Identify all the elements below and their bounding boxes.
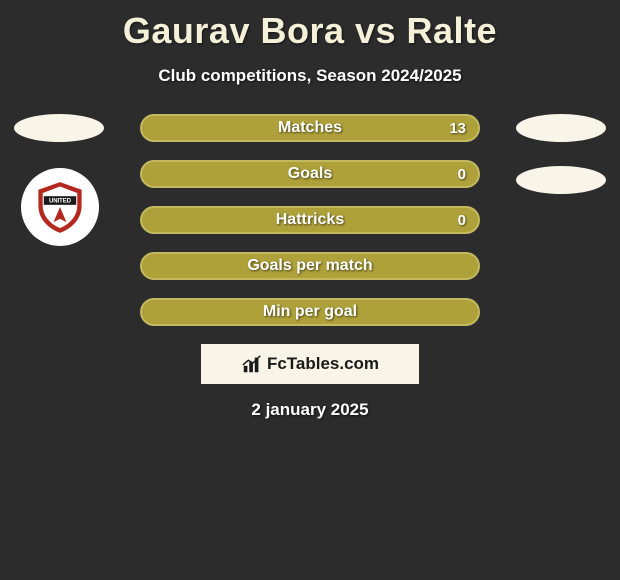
stat-value: 0 — [458, 166, 466, 183]
stat-label: Hattricks — [276, 211, 344, 229]
svg-text:UNITED: UNITED — [49, 199, 72, 205]
stat-bars: Matches 13 Goals 0 Hattricks 0 Goals per… — [140, 114, 480, 326]
stat-bar-goals-per-match: Goals per match — [140, 252, 480, 280]
stats-area: UNITED Matches 13 Goals 0 Hattricks 0 Go… — [0, 114, 620, 420]
stat-value: 0 — [458, 212, 466, 229]
date: 2 january 2025 — [0, 400, 620, 420]
stat-bar-matches: Matches 13 — [140, 114, 480, 142]
brand-text: FcTables.com — [267, 354, 379, 374]
stat-label: Matches — [278, 119, 342, 137]
player1-club-badge: UNITED — [21, 168, 99, 246]
page-title: Gaurav Bora vs Ralte — [0, 0, 620, 52]
brand-box: FcTables.com — [201, 344, 419, 384]
player1-club-placeholder — [14, 114, 104, 142]
stat-label: Goals — [288, 165, 332, 183]
stat-bar-goals: Goals 0 — [140, 160, 480, 188]
bar-chart-icon — [241, 353, 263, 375]
stat-bar-min-per-goal: Min per goal — [140, 298, 480, 326]
subtitle: Club competitions, Season 2024/2025 — [0, 66, 620, 86]
stat-bar-hattricks: Hattricks 0 — [140, 206, 480, 234]
player2-club-placeholder-2 — [516, 166, 606, 194]
stat-label: Min per goal — [263, 303, 357, 321]
stat-label: Goals per match — [247, 257, 372, 275]
shield-icon: UNITED — [33, 180, 87, 234]
player2-club-placeholder-1 — [516, 114, 606, 142]
stat-value: 13 — [449, 120, 466, 137]
